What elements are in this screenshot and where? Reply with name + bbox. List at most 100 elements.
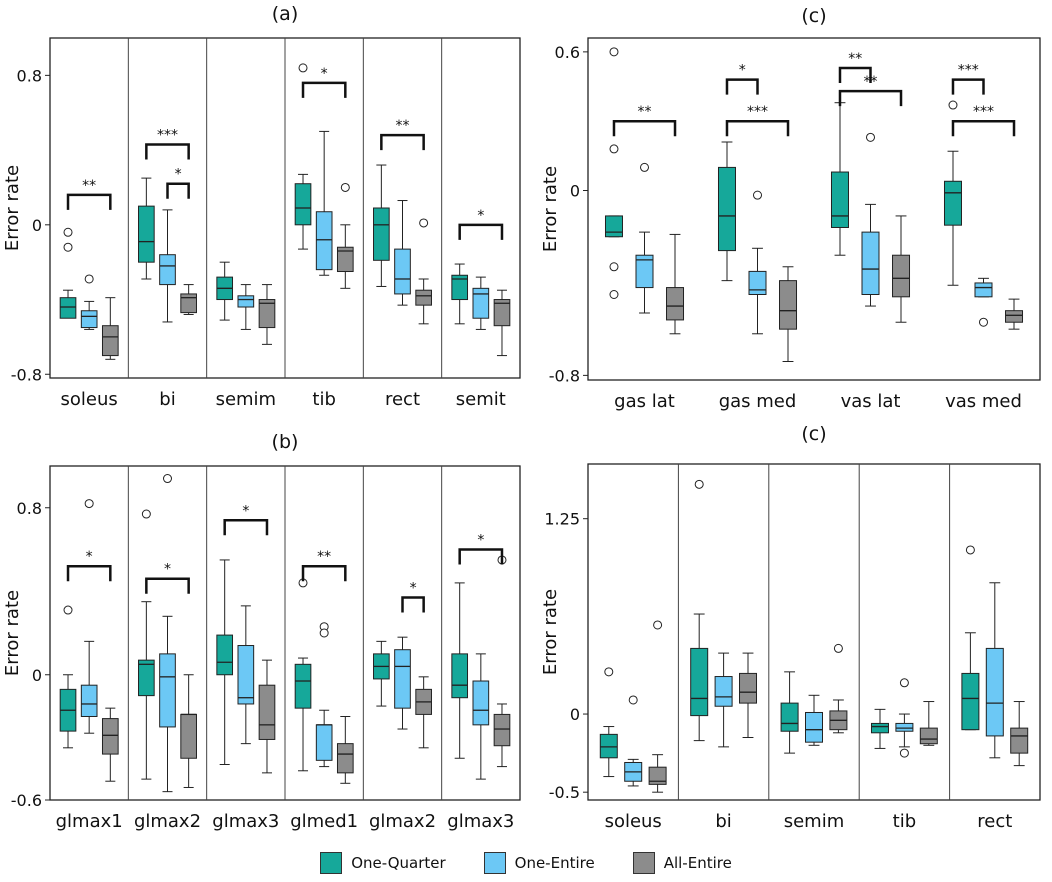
box-iqr bbox=[830, 171, 849, 228]
y-tick-label: -0.6 bbox=[11, 791, 42, 810]
box-one-entire bbox=[624, 695, 643, 787]
legend-label-all-entire: All-Entire bbox=[663, 854, 732, 872]
plot-frame bbox=[587, 463, 1041, 801]
box-iqr bbox=[739, 672, 758, 704]
box-one-entire bbox=[315, 130, 333, 276]
box-iqr bbox=[892, 254, 911, 298]
x-tick-label: rect bbox=[385, 389, 420, 410]
box-all-entire bbox=[648, 620, 667, 793]
outlier-point bbox=[84, 499, 94, 509]
box-iqr bbox=[895, 722, 914, 732]
significance-label: ** bbox=[82, 178, 96, 194]
chart-panel-2: (c) Error rate 0.6 0 -0.8 gas lat gas med vas l… bbox=[540, 5, 1041, 412]
significance-label: *** bbox=[973, 104, 994, 120]
box-one-quarter bbox=[870, 708, 889, 749]
bracket-line bbox=[458, 548, 504, 565]
box-one-entire bbox=[237, 284, 255, 330]
outlier-point bbox=[866, 132, 875, 142]
bracket-line bbox=[223, 519, 269, 536]
box-one-quarter bbox=[604, 47, 623, 299]
outlier-point bbox=[899, 748, 909, 758]
box-all-entire bbox=[1005, 298, 1024, 330]
bracket-line bbox=[66, 193, 112, 210]
bracket-line bbox=[725, 119, 790, 137]
outlier-point bbox=[609, 47, 619, 57]
box-iqr bbox=[237, 645, 255, 705]
significance-label: *** bbox=[747, 104, 768, 120]
legend-swatch-one-entire bbox=[483, 852, 506, 874]
legend: One-Quarter One-Entire All-Entire bbox=[0, 846, 1052, 880]
box-all-entire bbox=[829, 643, 848, 734]
chart-panel-1: (a) Error rate 0.8 0 -0.8 soleus bi semim tib rec… bbox=[2, 3, 521, 410]
box-one-entire bbox=[394, 636, 411, 730]
legend-swatch-one-quarter bbox=[320, 852, 343, 874]
bracket-line bbox=[380, 133, 425, 151]
panel-title: (c) bbox=[801, 5, 826, 27]
outlier-point bbox=[948, 100, 958, 110]
box-one-quarter bbox=[294, 578, 312, 772]
outlier-point bbox=[163, 474, 172, 484]
y-tick-label: 1.25 bbox=[544, 510, 580, 529]
bracket-line bbox=[951, 78, 985, 95]
box-iqr bbox=[714, 676, 733, 707]
outlier-point bbox=[965, 545, 975, 555]
x-tick-label: semim bbox=[216, 389, 277, 410]
box-one-quarter bbox=[138, 509, 155, 780]
box-iqr bbox=[294, 663, 312, 709]
box-one-entire bbox=[861, 132, 880, 307]
outlier-point bbox=[979, 317, 988, 327]
box-one-quarter bbox=[216, 261, 234, 321]
box-iqr bbox=[870, 722, 889, 734]
box-all-entire bbox=[180, 674, 197, 788]
x-tick-label: glmed1 bbox=[290, 811, 358, 832]
significance-bracket: * bbox=[301, 66, 347, 98]
box-all-entire bbox=[101, 297, 119, 360]
box-one-entire bbox=[237, 605, 255, 745]
legend-item-one-quarter: One-Quarter bbox=[320, 852, 446, 874]
outlier-point bbox=[63, 242, 73, 252]
x-tick-label: bi bbox=[159, 389, 175, 410]
chart-panel-4: (c) Error rate 1.25 0 -0.5 soleus bi semim tib re… bbox=[540, 423, 1041, 832]
significance-label: ** bbox=[396, 118, 410, 134]
significance-bracket: *** bbox=[145, 127, 190, 160]
y-tick-label: -0.8 bbox=[11, 365, 42, 384]
box-one-entire bbox=[748, 190, 767, 335]
box-one-quarter bbox=[59, 227, 77, 319]
outlier-point bbox=[63, 605, 73, 615]
box-one-quarter bbox=[373, 640, 390, 707]
legend-item-all-entire: All-Entire bbox=[632, 852, 732, 874]
box-one-entire bbox=[159, 209, 176, 323]
box-all-entire bbox=[779, 266, 798, 363]
outlier-point bbox=[753, 190, 762, 200]
box-all-entire bbox=[493, 289, 511, 357]
box-one-entire bbox=[315, 622, 333, 768]
plot-frame bbox=[587, 37, 1041, 381]
outlier-point bbox=[694, 479, 704, 489]
x-tick-label: semim bbox=[784, 811, 845, 832]
box-all-entire bbox=[919, 701, 938, 746]
box-iqr bbox=[780, 702, 799, 732]
x-tick-label: soleus bbox=[61, 389, 118, 410]
significance-label: * bbox=[410, 581, 417, 597]
significance-label: * bbox=[164, 562, 171, 578]
x-tick-label: glmax3 bbox=[212, 811, 279, 832]
bracket-line bbox=[725, 78, 759, 95]
x-tick-label: bi bbox=[715, 811, 731, 832]
box-iqr bbox=[237, 295, 255, 308]
y-tick-label: 0 bbox=[32, 666, 42, 685]
box-iqr bbox=[604, 215, 623, 238]
box-one-quarter bbox=[138, 177, 155, 280]
outlier-point bbox=[833, 643, 843, 653]
box-iqr bbox=[943, 180, 962, 226]
legend-swatch-all-entire bbox=[632, 852, 655, 874]
y-tick-label: 0.6 bbox=[555, 43, 580, 62]
box-iqr bbox=[373, 207, 390, 261]
box-iqr bbox=[648, 766, 667, 785]
significance-label: * bbox=[477, 208, 484, 224]
box-iqr bbox=[315, 724, 333, 761]
box-one-entire bbox=[394, 200, 411, 306]
box-iqr bbox=[717, 166, 736, 252]
box-all-entire bbox=[258, 659, 276, 774]
outlier-point bbox=[340, 182, 350, 192]
outlier-point bbox=[628, 695, 638, 705]
